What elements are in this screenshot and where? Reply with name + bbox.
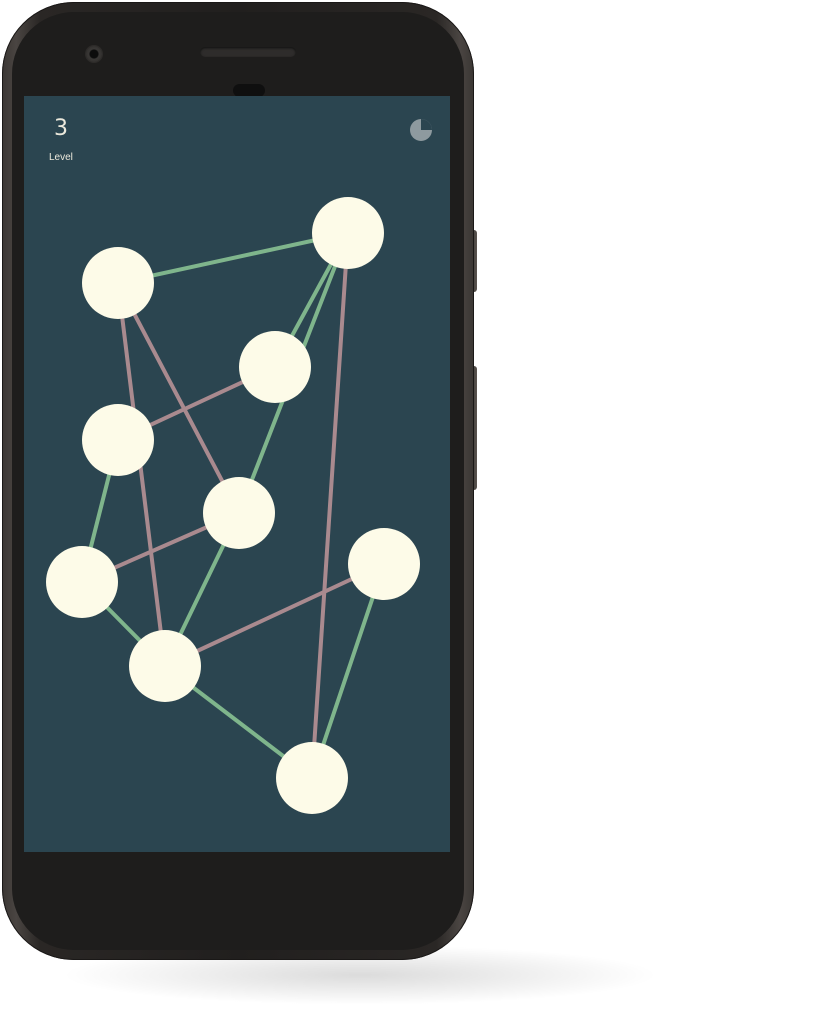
node-n9[interactable] (276, 742, 348, 814)
node-layer (46, 197, 420, 814)
node-n7[interactable] (129, 630, 201, 702)
node-n1[interactable] (82, 247, 154, 319)
edge-n2-n9 (310, 231, 350, 780)
progress-pie-icon[interactable] (409, 118, 433, 142)
game-screen: 3 Level (24, 96, 450, 852)
edge-n1-n2 (116, 231, 350, 285)
puzzle-board[interactable] (24, 96, 450, 852)
node-n4[interactable] (82, 404, 154, 476)
earpiece-speaker (200, 47, 296, 57)
edge-n1-n7 (116, 281, 167, 668)
node-n3[interactable] (239, 331, 311, 403)
node-n6[interactable] (46, 546, 118, 618)
edge-n8-n9 (310, 562, 386, 780)
volume-button (471, 366, 477, 490)
level-number: 3 (54, 116, 68, 141)
power-button (471, 230, 477, 292)
front-camera-icon (86, 46, 102, 62)
edge-n7-n8 (163, 562, 386, 668)
proximity-sensor (233, 84, 265, 97)
level-label: Level (49, 152, 73, 163)
progress-pie-slice (421, 119, 432, 130)
node-n8[interactable] (348, 528, 420, 600)
node-n5[interactable] (203, 477, 275, 549)
node-n2[interactable] (312, 197, 384, 269)
edge-n1-n5 (116, 281, 241, 515)
